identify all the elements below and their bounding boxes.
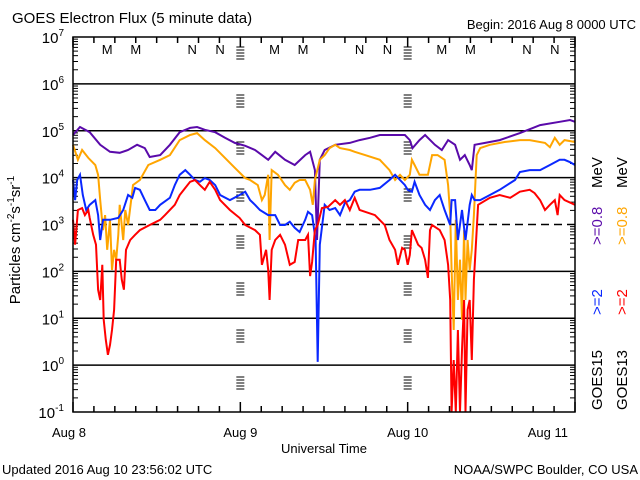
- y-tick-exponent: 2: [58, 262, 64, 273]
- y-tick-label: 104: [42, 169, 65, 188]
- y-tick-base: 10: [42, 358, 59, 375]
- marker-m: M: [102, 42, 113, 57]
- marker-n: N: [215, 42, 224, 57]
- y-tick-base: 10: [42, 77, 59, 94]
- marker-n: N: [188, 42, 197, 57]
- series-line-goes15-0-8-mev: [72, 118, 576, 241]
- marker-n: N: [355, 42, 364, 57]
- marker-n: N: [550, 42, 559, 57]
- y-tick-base: 10: [42, 264, 59, 281]
- marker-m: M: [436, 42, 447, 57]
- y-axis-label-base: Particles cm: [7, 223, 24, 305]
- y-tick-label: 103: [42, 216, 65, 235]
- marker-m: M: [130, 42, 141, 57]
- y-tick-exponent: 4: [58, 169, 64, 180]
- plot-frame: [72, 36, 576, 413]
- source-credit: NOAA/SWPC Boulder, CO USA: [454, 462, 639, 477]
- y-axis-label-exp1: -2: [6, 213, 17, 222]
- legend: GOES15 >=2 >=0.8 MeV GOES13 >=2 >=0.8 Me…: [589, 157, 631, 410]
- y-axis-label-sr: sr: [7, 185, 24, 198]
- begin-label: Begin: 2016 Aug 8 0000 UTC: [467, 17, 636, 32]
- legend-goes15: GOES15 >=2 >=0.8 MeV: [589, 157, 606, 410]
- x-tick-label: Aug 10: [387, 425, 428, 440]
- marker-n: N: [383, 42, 392, 57]
- y-tick-exponent: 1: [58, 309, 64, 320]
- series-line-goes13-2-mev: [72, 178, 576, 413]
- legend-goes15-sat: GOES15: [589, 350, 606, 410]
- x-tick-labels: Aug 8 Aug 9 Aug 10 Aug 11: [52, 425, 568, 440]
- y-tick-exponent: 0: [58, 356, 64, 367]
- y-tick-label: 106: [42, 75, 65, 94]
- series-line-goes15-2-mev: [72, 158, 576, 362]
- marker-m: M: [465, 42, 476, 57]
- data-series: [72, 118, 576, 413]
- y-tick-label: 102: [42, 262, 65, 281]
- updated-timestamp: Updated 2016 Aug 10 23:56:02 UTC: [2, 462, 212, 477]
- marker-m: M: [269, 42, 280, 57]
- y-tick-label: 107: [42, 28, 65, 47]
- y-tick-label: 10-1: [38, 403, 64, 422]
- y-tick-label: 100: [42, 356, 65, 375]
- marker-m: M: [298, 42, 309, 57]
- grid-lines: [73, 83, 575, 366]
- y-tick-base: 10: [42, 218, 59, 235]
- x-tick-label: Aug 8: [52, 425, 86, 440]
- legend-goes15-08mev: >=0.8: [589, 207, 606, 245]
- y-axis-label-exp2: -1: [6, 197, 17, 206]
- series-line-goes13-0-8-mev: [72, 131, 576, 331]
- legend-goes15-2mev: >=2: [589, 289, 606, 315]
- legend-goes13-2mev: >=2: [614, 289, 631, 315]
- y-tick-base: 10: [42, 171, 59, 188]
- y-tick-exponent: -1: [55, 403, 64, 414]
- y-tick-exponent: 3: [58, 216, 64, 227]
- y-tick-base: 10: [38, 405, 55, 422]
- y-axis-label: Particles cm-2s-1sr-1: [6, 175, 24, 304]
- legend-goes13: GOES13 >=2 >=0.8 MeV: [614, 157, 631, 410]
- legend-goes15-unit: MeV: [589, 157, 606, 188]
- y-tick-exponent: 5: [58, 122, 64, 133]
- chart-title: GOES Electron Flux (5 minute data): [12, 10, 252, 27]
- x-tick-label: Aug 9: [223, 425, 257, 440]
- y-tick-label: 105: [42, 122, 65, 141]
- y-tick-base: 10: [42, 30, 59, 47]
- y-tick-exponent: 7: [58, 28, 64, 39]
- y-axis-label-exp3: -1: [6, 175, 17, 184]
- y-tick-label: 101: [42, 309, 65, 328]
- axis-ticks: [72, 37, 576, 412]
- legend-goes13-unit: MeV: [614, 157, 631, 188]
- y-axis-label-s: s: [7, 206, 24, 214]
- legend-goes13-sat: GOES13: [614, 350, 631, 410]
- x-axis-label: Universal Time: [281, 441, 367, 456]
- y-tick-base: 10: [42, 124, 59, 141]
- y-tick-exponent: 6: [58, 75, 64, 86]
- legend-goes13-08mev: >=0.8: [614, 207, 631, 245]
- marker-n: N: [522, 42, 531, 57]
- y-tick-base: 10: [42, 311, 59, 328]
- x-tick-label: Aug 11: [528, 425, 568, 440]
